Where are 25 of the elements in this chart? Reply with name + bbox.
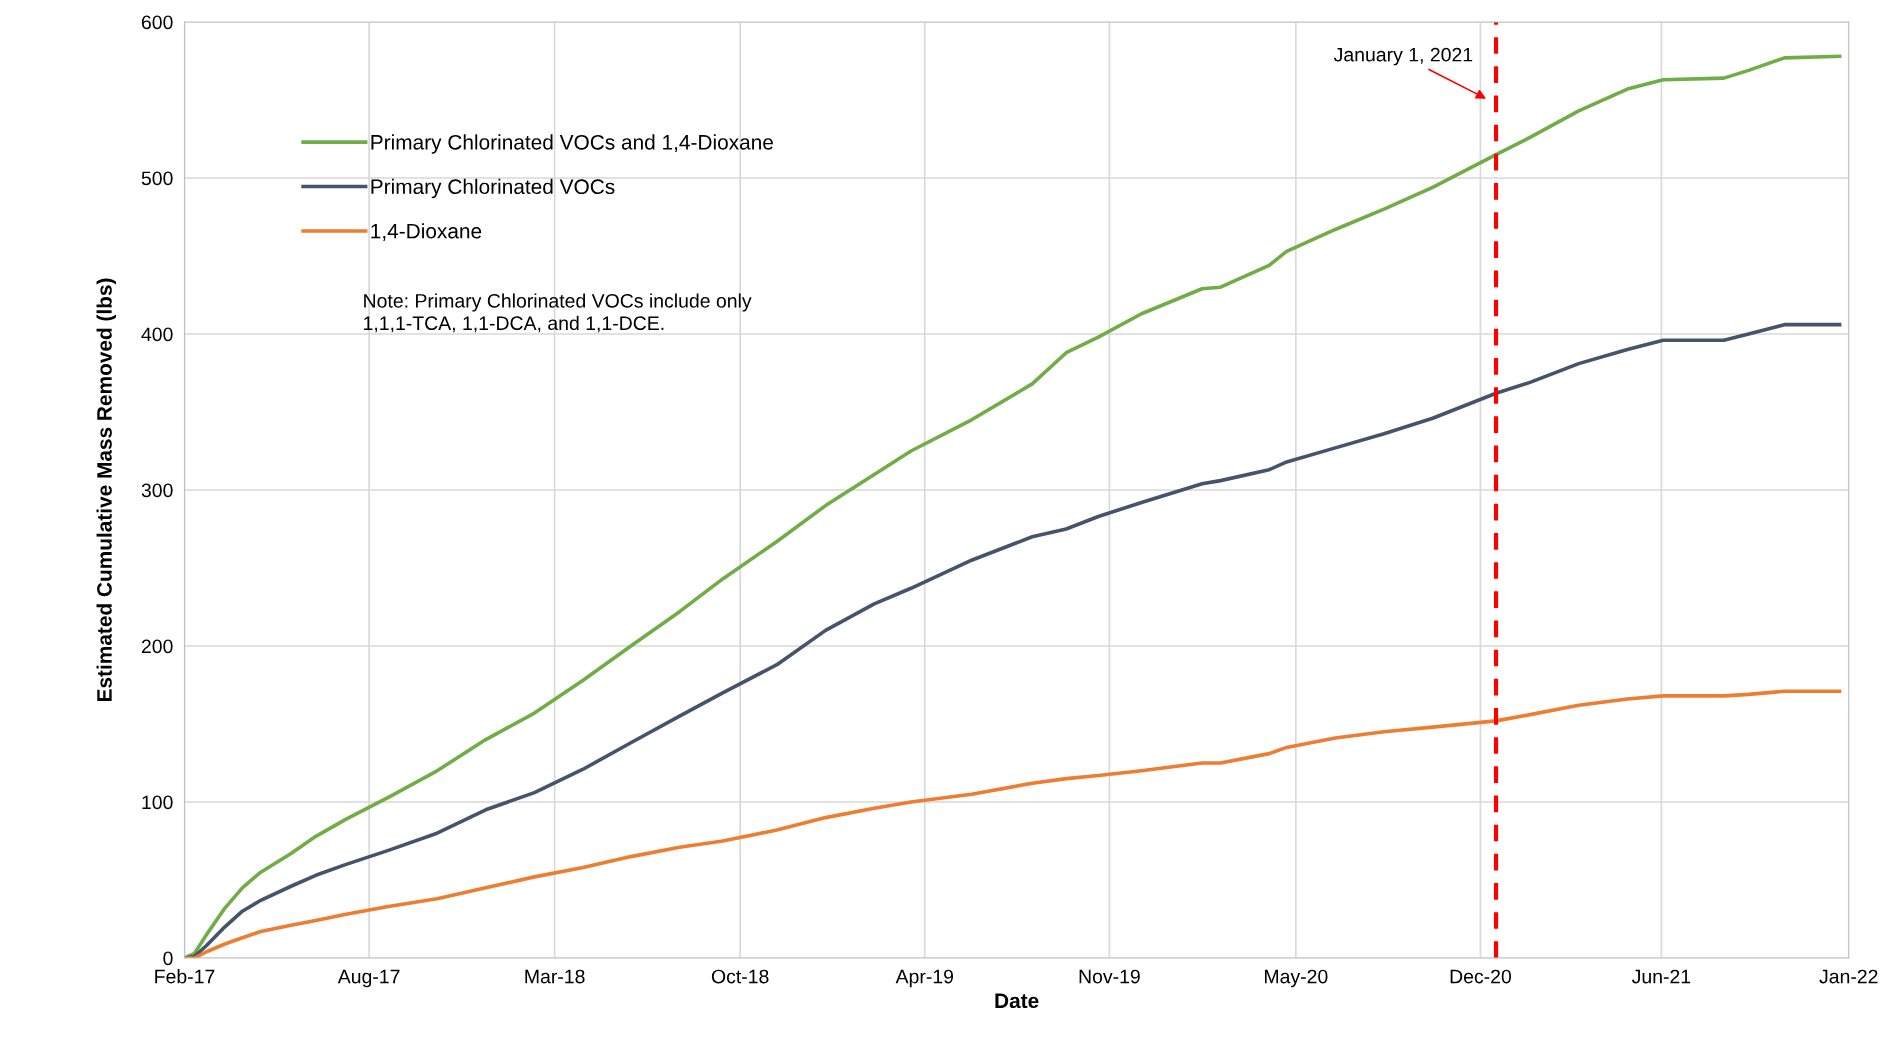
ref-line-label: January 1, 2021 [1333, 47, 1473, 66]
y-tick-label: 100 [142, 795, 173, 810]
x-tick-label: Feb-17 [155, 969, 215, 984]
y-tick-label: 500 [141, 171, 173, 186]
x-tick-label: Nov-19 [1079, 969, 1140, 984]
y-axis-title: Estimated Cumulative Mass Removed (lbs) [96, 278, 116, 702]
x-tick-label: Oct-18 [711, 969, 769, 984]
y-tick-label: 400 [141, 327, 173, 342]
legend-label: Primary Chlorinated VOCs [371, 178, 615, 199]
x-tick-label: Apr-19 [895, 969, 954, 988]
x-tick-label: May-20 [1265, 969, 1328, 988]
legend-label: Primary Chlorinated VOCs and 1,4-Dioxane [371, 134, 773, 154]
y-tick-label: 300 [141, 483, 173, 498]
x-tick-label: Dec-20 [1450, 969, 1512, 984]
legend-label: 1,4-Dioxane [371, 223, 482, 241]
y-tick-label: 0 [163, 951, 173, 966]
annotation: Note: Primary Chlorinated VOCs include only 1,1,1-TCA, 1,1-DCA, and 1,1-DCE. [364, 293, 752, 333]
x-tick-label: Jun-21 [1631, 969, 1691, 984]
line-series [184, 689, 1842, 958]
y-tick-label: 600 [141, 15, 173, 30]
x-tick-label: Mar-18 [525, 969, 585, 984]
y-tick-label: 200 [141, 639, 173, 654]
x-tick-label: Jan-22 [1819, 969, 1878, 984]
x-axis-title: Date [995, 993, 1039, 1009]
x-tick-label: Aug-17 [337, 969, 400, 988]
